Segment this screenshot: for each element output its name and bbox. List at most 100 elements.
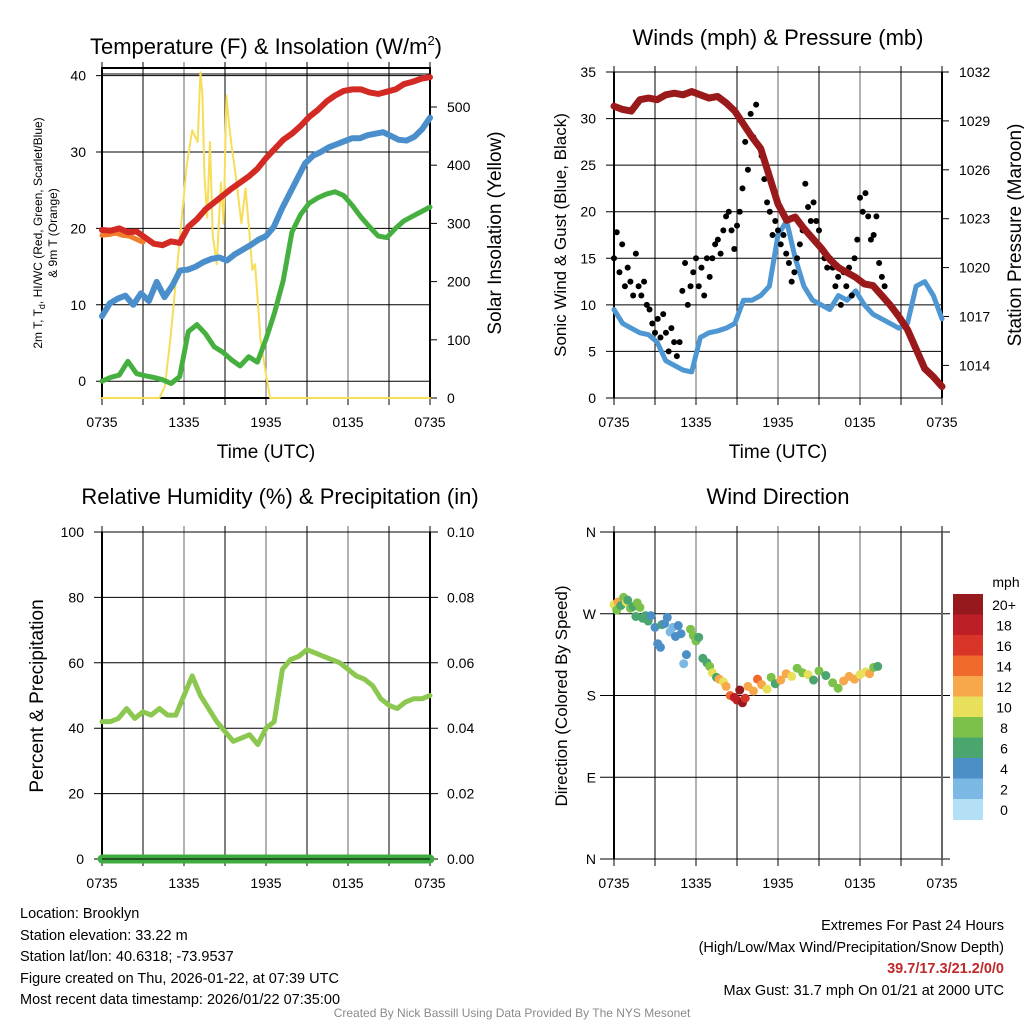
y-axis-label: Direction (Colored By Speed) bbox=[552, 585, 571, 806]
direction-point bbox=[676, 629, 686, 639]
y2-tick-label: 1026 bbox=[959, 162, 990, 178]
colorbar-label: 14 bbox=[996, 659, 1012, 675]
gust-point bbox=[769, 232, 776, 238]
gust-point bbox=[764, 199, 771, 206]
y-tick-label: W bbox=[583, 606, 597, 622]
direction-point bbox=[650, 622, 660, 632]
gust-point bbox=[728, 227, 735, 234]
colorbar-swatch bbox=[953, 758, 983, 779]
direction-point bbox=[809, 675, 819, 685]
y2-tick-label: 0.08 bbox=[447, 589, 474, 605]
y2-tick-label: 1020 bbox=[959, 260, 990, 276]
temp-9m-line bbox=[99, 230, 146, 245]
colorbar-label: 6 bbox=[1000, 741, 1008, 757]
direction-point bbox=[681, 650, 691, 660]
insolation-line bbox=[101, 71, 431, 399]
y2-tick-label: 0.10 bbox=[447, 524, 474, 540]
direction-point bbox=[740, 693, 750, 703]
y-tick-label: 30 bbox=[580, 111, 596, 127]
colorbar-swatch bbox=[953, 676, 983, 697]
direction-point bbox=[814, 666, 824, 676]
gust-point bbox=[660, 311, 667, 318]
gust-point bbox=[736, 208, 743, 215]
gust-point bbox=[780, 232, 787, 238]
y2-tick-label: 0.04 bbox=[447, 720, 474, 736]
y-tick-label: 40 bbox=[68, 720, 84, 736]
gust-point bbox=[717, 250, 724, 257]
gust-point bbox=[706, 273, 713, 280]
gust-point bbox=[835, 273, 842, 280]
direction-point bbox=[821, 671, 831, 681]
direction-point bbox=[787, 671, 797, 681]
y-tick-label: 10 bbox=[580, 297, 596, 313]
gust-point bbox=[695, 283, 702, 290]
gust-point bbox=[632, 250, 639, 257]
y-tick-label: 20 bbox=[68, 786, 84, 802]
gust-point bbox=[657, 334, 664, 341]
colorbar-label: 4 bbox=[1000, 761, 1008, 777]
chart-title: Winds (mph) & Pressure (mb) bbox=[633, 25, 924, 50]
y-tick-label: 25 bbox=[580, 157, 596, 173]
gust-point bbox=[777, 241, 784, 248]
windchill-line bbox=[99, 114, 433, 320]
x-tick-label: 1935 bbox=[762, 875, 793, 891]
gust-point bbox=[613, 229, 620, 236]
y-tick-label: 100 bbox=[61, 524, 85, 540]
y-tick-label: S bbox=[587, 688, 596, 704]
direction-point bbox=[776, 675, 786, 685]
y-tick-label: 35 bbox=[580, 64, 596, 80]
gust-point bbox=[744, 166, 751, 173]
gust-point bbox=[805, 204, 812, 211]
recent-timestamp-text: Most recent data timestamp: 2026/01/22 0… bbox=[20, 992, 341, 1008]
gust-point bbox=[788, 278, 795, 285]
gust-point bbox=[802, 180, 809, 187]
y2-tick-label: 200 bbox=[447, 274, 471, 290]
chart-title: Wind Direction bbox=[706, 484, 849, 509]
gust-point bbox=[865, 213, 872, 220]
x-tick-label: 1335 bbox=[680, 414, 711, 430]
gust-point bbox=[862, 190, 869, 197]
gust-point bbox=[854, 236, 861, 243]
gust-point bbox=[703, 255, 710, 262]
y2-tick-label: 0.02 bbox=[447, 786, 474, 802]
created-text: Figure created on Thu, 2026-01-22, at 07… bbox=[20, 970, 339, 987]
gust-point bbox=[690, 269, 697, 276]
x-tick-label: 1335 bbox=[680, 875, 711, 891]
y2-tick-label: 1023 bbox=[959, 211, 990, 227]
gust-point bbox=[671, 339, 678, 346]
gust-point bbox=[772, 218, 779, 225]
y2-tick-label: 0.06 bbox=[447, 655, 474, 671]
x-tick-label: 1935 bbox=[250, 414, 281, 430]
gust-point bbox=[731, 245, 738, 252]
y-tick-label: N bbox=[586, 851, 596, 867]
direction-point bbox=[631, 611, 641, 621]
y2-tick-label: 0.00 bbox=[447, 851, 474, 867]
colorbar-swatch bbox=[953, 717, 983, 738]
colorbar-swatch bbox=[953, 635, 983, 656]
gust-point bbox=[635, 283, 642, 290]
gust-point bbox=[753, 101, 760, 108]
gust-point bbox=[843, 283, 850, 290]
y-tick-label: 5 bbox=[588, 343, 596, 359]
direction-point bbox=[803, 670, 813, 680]
gust-point bbox=[881, 283, 888, 290]
station-info: Location: Brooklyn Station elevation: 33… bbox=[20, 904, 340, 1012]
gust-point bbox=[684, 301, 691, 308]
direction-point bbox=[655, 642, 665, 652]
gust-point bbox=[785, 259, 792, 266]
colorbar-swatch bbox=[953, 594, 983, 615]
colorbar-label: 10 bbox=[996, 700, 1012, 716]
colorbar-label: 18 bbox=[996, 618, 1012, 634]
gust-point bbox=[739, 185, 746, 192]
gust-point bbox=[796, 241, 803, 248]
y2-axis-label: Solar Insolation (Yellow) bbox=[485, 131, 506, 334]
gust-point bbox=[611, 255, 617, 262]
y-tick-label: 0 bbox=[76, 851, 84, 867]
gust-point bbox=[701, 292, 708, 299]
extremes-subtitle: (High/Low/Max Wind/Precipitation/Snow De… bbox=[698, 939, 1004, 956]
colorbar-label: 20+ bbox=[992, 597, 1016, 613]
gust-point bbox=[832, 283, 839, 290]
direction-point bbox=[694, 632, 704, 642]
y2-tick-label: 1032 bbox=[959, 64, 990, 80]
gust-point bbox=[646, 306, 653, 313]
